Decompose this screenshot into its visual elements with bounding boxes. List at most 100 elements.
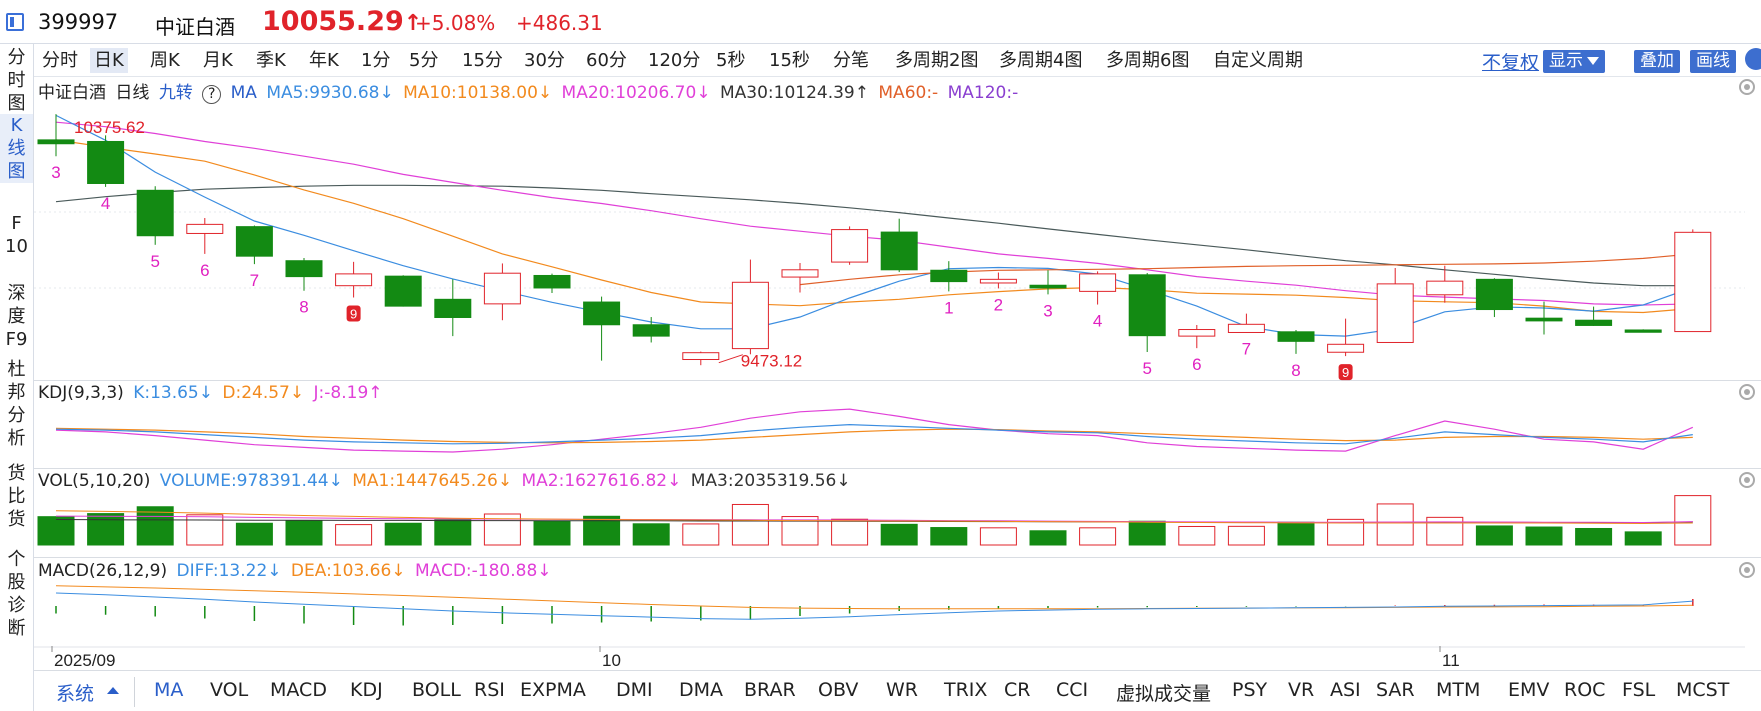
indicator-cr[interactable]: CR [1004, 679, 1031, 701]
ma-label[interactable]: MA [230, 83, 257, 103]
volume-bar [1327, 518, 1365, 546]
panel-toggle-icon[interactable] [6, 13, 24, 31]
indicator-trix[interactable]: TRIX [944, 679, 988, 701]
vol-header: VOL(5,10,20) VOLUME:978391.44↓ MA1:14476… [38, 471, 855, 491]
period-3[interactable]: 月K [203, 50, 233, 71]
macd-name[interactable]: MACD(26,12,9) [38, 561, 168, 581]
ma120-value: MA120:- [947, 83, 1019, 103]
stock-name: 中证白酒 [155, 15, 235, 39]
candle-body [1029, 284, 1067, 289]
kdj-name[interactable]: KDJ(9,3,3) [38, 383, 124, 403]
macd-hist-value: MACD:-180.88↓ [414, 561, 552, 581]
period-6[interactable]: 1分 [361, 50, 391, 71]
indicator-asi[interactable]: ASI [1330, 679, 1361, 701]
indicator-emv[interactable]: EMV [1508, 679, 1550, 701]
ma20-line [55, 121, 1693, 306]
left-tab-6[interactable]: 个股诊断 [7, 549, 26, 639]
nine-turn-toggle[interactable]: 九转 [158, 83, 193, 103]
indicator-ma[interactable]: MA [154, 679, 184, 701]
nine-count-label: 8 [299, 298, 308, 317]
display-button[interactable]: 显示 [1543, 50, 1605, 73]
expand-panel-icon[interactable] [1745, 48, 1761, 70]
indicator-mtm[interactable]: MTM [1436, 679, 1481, 701]
system-menu[interactable]: 系统 [56, 683, 95, 705]
volume-bar [1525, 526, 1563, 546]
indicator-rsi[interactable]: RSI [474, 679, 505, 701]
period-7[interactable]: 5分 [409, 50, 439, 71]
volume-bar [1475, 525, 1513, 546]
ma30-value: MA30:10124.39↑ [719, 83, 869, 103]
period-0[interactable]: 分时 [42, 50, 78, 71]
left-tab-5[interactable]: 货比货 [7, 463, 26, 530]
ma10-value: MA10:10138.00↓ [403, 83, 553, 103]
period-9[interactable]: 30分 [524, 50, 565, 71]
indicator-dmi[interactable]: DMI [616, 679, 653, 701]
period-14[interactable]: 分笔 [833, 50, 869, 71]
candle-body [434, 298, 472, 318]
period-2[interactable]: 周K [150, 50, 180, 71]
left-tab-0[interactable]: 分时图 [7, 47, 26, 114]
candle-body [1277, 331, 1315, 342]
period-10[interactable]: 60分 [586, 50, 627, 71]
indicator-fsl[interactable]: FSL [1622, 679, 1656, 701]
macd-diff-line [55, 592, 1693, 620]
adjust-dropdown[interactable]: 不复权 [1482, 52, 1540, 74]
nine-count-label: 9 [1342, 365, 1349, 380]
help-icon[interactable]: ? [202, 85, 222, 104]
indicator-psy[interactable]: PSY [1232, 679, 1268, 701]
period-12[interactable]: 5秒 [716, 50, 746, 71]
indicator-wr[interactable]: WR [886, 679, 918, 701]
indicator-vr[interactable]: VR [1288, 679, 1315, 701]
vol-name[interactable]: VOL(5,10,20) [38, 471, 151, 491]
ma60-value: MA60:- [878, 83, 939, 103]
candle-body [583, 301, 621, 326]
indicator-roc[interactable]: ROC [1564, 679, 1606, 701]
nine-count-label: 8 [1291, 361, 1300, 380]
left-tab-2[interactable]: F 10 [5, 213, 28, 257]
period-8[interactable]: 15分 [462, 50, 503, 71]
left-tab-bar: 分时图 K 线图 F 10 深度 F9 杜邦分析货比货个股诊断 [0, 44, 34, 711]
gear-icon[interactable] [1739, 79, 1755, 95]
volume-bar [533, 520, 571, 546]
indicator-mcst[interactable]: MCST [1676, 679, 1730, 701]
indicator-expma[interactable]: EXPMA [520, 679, 586, 701]
indicator-macd[interactable]: MACD [270, 679, 327, 701]
macd-header: MACD(26,12,9) DIFF:13.22↓ DEA:103.66↓ MA… [38, 561, 556, 581]
date-label: 11 [1442, 651, 1460, 670]
indicator-虚拟成交量[interactable]: 虚拟成交量 [1116, 683, 1212, 705]
period-4[interactable]: 季K [256, 50, 286, 71]
period-1[interactable]: 日K [90, 48, 128, 73]
left-tab-3[interactable]: 深度 F9 [5, 283, 28, 350]
gear-icon[interactable] [1739, 562, 1755, 578]
period-5[interactable]: 年K [309, 50, 339, 71]
vol-ma2-line [55, 515, 1693, 524]
period-17[interactable]: 多周期6图 [1106, 50, 1190, 71]
indicator-brar[interactable]: BRAR [744, 679, 796, 701]
volume-bar [1674, 495, 1712, 546]
indicator-vol[interactable]: VOL [210, 679, 249, 701]
indicator-sar[interactable]: SAR [1376, 679, 1415, 701]
period-16[interactable]: 多周期4图 [999, 50, 1083, 71]
period-15[interactable]: 多周期2图 [895, 50, 979, 71]
indicator-kdj[interactable]: KDJ [350, 679, 383, 701]
period-18[interactable]: 自定义周期 [1213, 50, 1303, 71]
gear-icon[interactable] [1739, 384, 1755, 400]
macd-dea-line [55, 585, 1693, 610]
draw-line-button[interactable]: 画线 [1690, 50, 1736, 73]
nine-count-label: 5 [150, 252, 159, 271]
left-tab-4[interactable]: 杜邦分析 [7, 359, 26, 449]
nine-count-label: 7 [1242, 340, 1251, 359]
indicator-dma[interactable]: DMA [679, 679, 724, 701]
period-11[interactable]: 120分 [648, 50, 701, 71]
indicator-boll[interactable]: BOLL [412, 679, 461, 701]
period-13[interactable]: 15秒 [769, 50, 810, 71]
chevron-up-icon[interactable] [107, 687, 119, 694]
indicator-cci[interactable]: CCI [1056, 679, 1089, 701]
indicator-obv[interactable]: OBV [818, 679, 859, 701]
gear-icon[interactable] [1739, 472, 1755, 488]
overlay-button[interactable]: 叠加 [1634, 50, 1680, 73]
candle-body [880, 231, 918, 271]
